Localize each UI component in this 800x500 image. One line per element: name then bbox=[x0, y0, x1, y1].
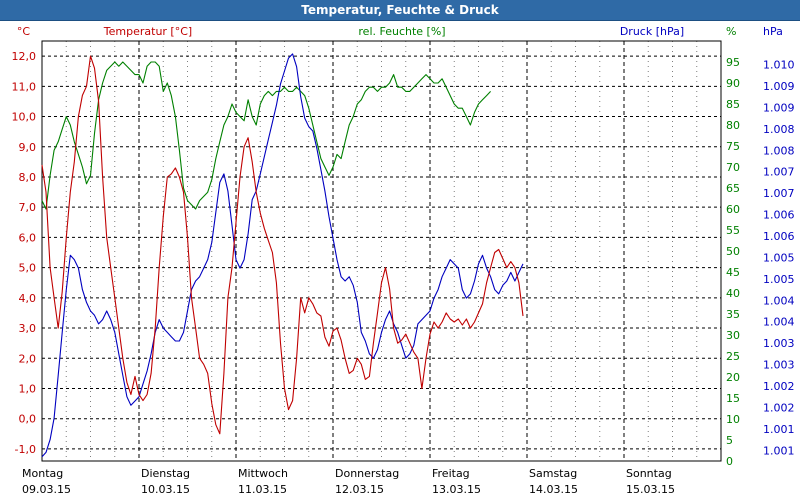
x-date-label: 09.03.15 bbox=[22, 483, 71, 496]
humidity-tick: 65 bbox=[726, 182, 740, 195]
humidity-tick: 70 bbox=[726, 161, 740, 174]
pressure-tick: 1.010 bbox=[763, 59, 795, 72]
x-day-label: Freitag bbox=[432, 467, 470, 480]
pressure-tick: 1.001 bbox=[763, 444, 795, 457]
x-date-label: 15.03.15 bbox=[626, 483, 675, 496]
temperature-tick: 0,0 bbox=[19, 413, 37, 426]
temperature-tick: 6,0 bbox=[19, 231, 37, 244]
humidity-tick: 10 bbox=[726, 413, 740, 426]
humidity-line bbox=[41, 61, 491, 210]
x-date-label: 10.03.15 bbox=[141, 483, 190, 496]
humidity-tick: 95 bbox=[726, 56, 740, 69]
pressure-tick: 1.006 bbox=[763, 209, 795, 222]
pressure-tick: 1.009 bbox=[763, 101, 795, 114]
x-day-label: Samstag bbox=[529, 467, 577, 480]
humidity-unit: % bbox=[726, 25, 736, 38]
humidity-tick: 30 bbox=[726, 329, 740, 342]
pressure-tick: 1.008 bbox=[763, 123, 795, 136]
temperature-tick: 8,0 bbox=[19, 171, 37, 184]
temperature-tick: 9,0 bbox=[19, 141, 37, 154]
temperature-tick: -1,0 bbox=[15, 443, 36, 456]
pressure-tick: 1.003 bbox=[763, 337, 795, 350]
temperature-tick: 1,0 bbox=[19, 382, 37, 395]
temperature-tick: 5,0 bbox=[19, 262, 37, 275]
humidity-tick: 5 bbox=[726, 434, 733, 447]
pressure-tick: 1.007 bbox=[763, 166, 795, 179]
x-date-label: 13.03.15 bbox=[432, 483, 481, 496]
temperature-unit: °C bbox=[17, 25, 31, 38]
temperature-tick: 10,0 bbox=[12, 111, 37, 124]
pressure-tick: 1.001 bbox=[763, 423, 795, 436]
x-date-label: 14.03.15 bbox=[529, 483, 578, 496]
humidity-tick: 55 bbox=[726, 224, 740, 237]
humidity-tick: 20 bbox=[726, 371, 740, 384]
plot-frame bbox=[41, 40, 722, 462]
pressure-line bbox=[41, 53, 524, 458]
humidity-tick: 75 bbox=[726, 140, 740, 153]
humidity-tick: 25 bbox=[726, 350, 740, 363]
humidity-tick: 90 bbox=[726, 77, 740, 90]
temperature-axis-title: Temperatur [°C] bbox=[103, 25, 192, 38]
pressure-tick: 1.005 bbox=[763, 251, 795, 264]
x-date-label: 12.03.15 bbox=[335, 483, 384, 496]
pressure-tick: 1.002 bbox=[763, 380, 795, 393]
pressure-unit: hPa bbox=[763, 25, 783, 38]
humidity-tick: 0 bbox=[726, 455, 733, 468]
weather-chart: °C -1,0 0,0 1,0 2,0 3,0 4,0 5,0 6,0 7,0 8,0 9,0 10,0… bbox=[12, 25, 795, 496]
pressure-tick: 1.008 bbox=[763, 144, 795, 157]
humidity-tick: 60 bbox=[726, 203, 740, 216]
pressure-tick: 1.007 bbox=[763, 187, 795, 200]
humidity-tick: 40 bbox=[726, 287, 740, 300]
humidity-tick: 35 bbox=[726, 308, 740, 321]
humidity-axis-title: rel. Feuchte [%] bbox=[358, 25, 445, 38]
humidity-tick: 45 bbox=[726, 266, 740, 279]
x-day-label: Mittwoch bbox=[238, 467, 288, 480]
humidity-tick: 85 bbox=[726, 98, 740, 111]
x-day-label: Sonntag bbox=[626, 467, 672, 480]
pressure-tick: 1.006 bbox=[763, 230, 795, 243]
pressure-tick: 1.004 bbox=[763, 294, 795, 307]
temperature-tick: 3,0 bbox=[19, 322, 37, 335]
x-day-label: Dienstag bbox=[141, 467, 190, 480]
pressure-tick: 1.002 bbox=[763, 401, 795, 414]
pressure-tick: 1.004 bbox=[763, 316, 795, 329]
humidity-tick: 50 bbox=[726, 245, 740, 258]
temperature-line bbox=[41, 55, 524, 435]
x-day-label: Montag bbox=[22, 467, 63, 480]
pressure-axis-title: Druck [hPa] bbox=[620, 25, 684, 38]
temperature-tick: 12,0 bbox=[12, 50, 37, 63]
temperature-tick: 4,0 bbox=[19, 292, 37, 305]
temperature-tick: 7,0 bbox=[19, 201, 37, 214]
window-title: Temperatur, Feuchte & Druck bbox=[0, 0, 800, 21]
temperature-tick: 11,0 bbox=[12, 80, 37, 93]
x-day-label: Donnerstag bbox=[335, 467, 399, 480]
pressure-tick: 1.003 bbox=[763, 359, 795, 372]
humidity-tick: 15 bbox=[726, 392, 740, 405]
pressure-tick: 1.005 bbox=[763, 273, 795, 286]
pressure-tick: 1.009 bbox=[763, 80, 795, 93]
humidity-tick: 80 bbox=[726, 119, 740, 132]
temperature-tick: 2,0 bbox=[19, 352, 37, 365]
x-date-label: 11.03.15 bbox=[238, 483, 287, 496]
